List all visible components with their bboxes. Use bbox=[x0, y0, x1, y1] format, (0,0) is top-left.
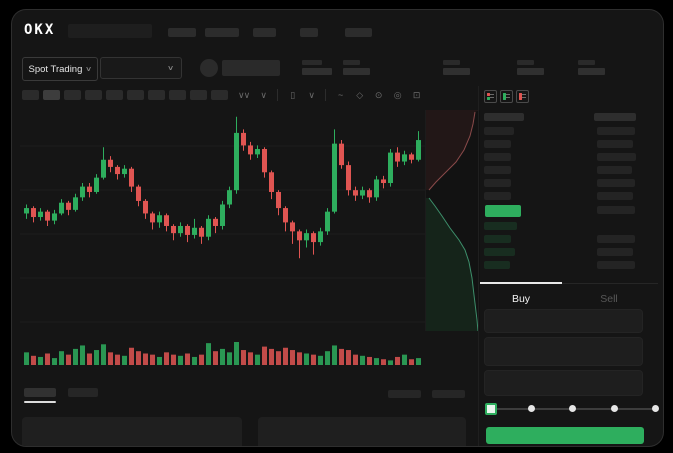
market-type-label: Spot Trading bbox=[28, 63, 83, 75]
tab-buy[interactable]: Buy bbox=[511, 293, 531, 305]
bid-amount-3[interactable] bbox=[597, 248, 633, 256]
bid-amount-4[interactable] bbox=[597, 261, 635, 269]
change-24h-stat bbox=[343, 60, 370, 75]
ask-amount-4[interactable] bbox=[597, 166, 632, 174]
bottom-tab-active[interactable] bbox=[24, 388, 56, 397]
ask-amount-3[interactable] bbox=[597, 153, 636, 161]
chart-settings-icon[interactable]: ◎ bbox=[393, 89, 402, 100]
divider bbox=[478, 86, 479, 446]
candlestick-svg bbox=[20, 116, 470, 365]
bottom-tab-underline bbox=[24, 401, 56, 403]
last-price-badge bbox=[485, 205, 521, 217]
chart-tools: ∨∨ ∨ ▯ ∨ ~ ◇ ⊙ ◎ ⊡ bbox=[238, 86, 421, 104]
low-24h-stat bbox=[517, 60, 544, 75]
indicators-icon[interactable]: ∨∨ bbox=[238, 89, 250, 100]
total-field[interactable] bbox=[484, 370, 643, 396]
book-bids-view-icon[interactable] bbox=[500, 90, 513, 103]
timeframe-chip-10[interactable] bbox=[211, 90, 228, 100]
drawing-tools-icon[interactable]: ◇ bbox=[356, 89, 363, 100]
last-price-stat bbox=[302, 60, 332, 75]
bid-price-4[interactable] bbox=[484, 261, 510, 269]
orderbook-amount-header bbox=[594, 113, 636, 121]
pair-name-placeholder bbox=[222, 60, 280, 76]
timeframe-chip-1[interactable] bbox=[22, 90, 39, 100]
high-24h-stat bbox=[443, 60, 470, 75]
candle-style-icon[interactable]: ▯ bbox=[290, 89, 295, 100]
chevron-down-icon: ∨ bbox=[85, 66, 93, 73]
nav-item-2[interactable] bbox=[205, 28, 239, 37]
ask-price-3[interactable] bbox=[484, 153, 511, 161]
ask-amount-2[interactable] bbox=[597, 140, 633, 148]
ask-price-4[interactable] bbox=[484, 166, 511, 174]
price-field[interactable] bbox=[484, 309, 643, 333]
ask-amount-6[interactable] bbox=[597, 192, 633, 200]
divider bbox=[325, 89, 327, 101]
pair-dropdown[interactable]: ∨ bbox=[100, 57, 182, 79]
ask-price-2[interactable] bbox=[484, 140, 511, 148]
timeframe-chip-3[interactable] bbox=[64, 90, 81, 100]
orderbook-price-header bbox=[484, 113, 524, 121]
line-tool-icon[interactable]: ~ bbox=[338, 90, 343, 100]
search-input[interactable] bbox=[68, 24, 152, 38]
ask-price-1[interactable] bbox=[484, 127, 514, 135]
book-asks-view-icon[interactable] bbox=[516, 90, 529, 103]
nav-item-5[interactable] bbox=[345, 28, 372, 37]
depth-profile bbox=[425, 110, 480, 332]
slider-stop-4[interactable] bbox=[652, 405, 659, 412]
book-both-view-icon[interactable] bbox=[484, 90, 497, 103]
screenshot-icon[interactable]: ⊙ bbox=[374, 89, 383, 100]
buy-tab-indicator bbox=[480, 282, 562, 284]
buy-submit-button[interactable] bbox=[486, 427, 644, 444]
bid-price-3[interactable] bbox=[484, 248, 515, 256]
coin-icon bbox=[200, 59, 218, 77]
orders-panel-left bbox=[22, 417, 242, 446]
okx-logo: OKX bbox=[24, 22, 56, 38]
divider bbox=[480, 283, 658, 284]
timeframe-chip-6[interactable] bbox=[127, 90, 144, 100]
depth-svg bbox=[426, 110, 480, 332]
fullscreen-icon[interactable]: ⊡ bbox=[412, 89, 421, 100]
nav-item-3[interactable] bbox=[253, 28, 276, 37]
volume-24h-stat bbox=[578, 60, 605, 75]
bid-amount-2[interactable] bbox=[597, 235, 635, 243]
timeframe-chip-2[interactable] bbox=[43, 90, 60, 100]
indicators-dropdown-icon[interactable]: ∨ bbox=[260, 89, 267, 100]
ask-amount-1[interactable] bbox=[597, 127, 635, 135]
amount-field[interactable] bbox=[484, 337, 643, 366]
tab-sell[interactable]: Sell bbox=[600, 293, 618, 305]
last-price-amount[interactable] bbox=[597, 206, 635, 214]
market-type-dropdown[interactable]: Spot Trading ∨ bbox=[22, 57, 98, 81]
ask-amount-5[interactable] bbox=[597, 179, 635, 187]
divider bbox=[277, 89, 279, 101]
nav-item-1[interactable] bbox=[168, 28, 196, 37]
nav-item-4[interactable] bbox=[300, 28, 318, 37]
ask-price-5[interactable] bbox=[484, 179, 511, 187]
bottom-link-1[interactable] bbox=[388, 390, 421, 398]
slider-handle[interactable] bbox=[485, 403, 497, 415]
bid-price-2[interactable] bbox=[484, 235, 511, 243]
bottom-link-2[interactable] bbox=[432, 390, 465, 398]
slider-stop-1[interactable] bbox=[527, 405, 535, 412]
slider-stop-3[interactable] bbox=[610, 405, 618, 412]
candlestick-chart[interactable] bbox=[20, 108, 472, 380]
timeframe-chip-5[interactable] bbox=[106, 90, 123, 100]
timeframe-chip-8[interactable] bbox=[169, 90, 186, 100]
timeframe-chip-9[interactable] bbox=[190, 90, 207, 100]
orders-panel-right bbox=[258, 417, 466, 446]
bottom-tab-2[interactable] bbox=[68, 388, 98, 397]
slider-stop-2[interactable] bbox=[569, 405, 576, 412]
candle-style-dropdown-icon[interactable]: ∨ bbox=[308, 89, 315, 100]
ask-price-6[interactable] bbox=[484, 192, 511, 200]
timeframe-chip-4[interactable] bbox=[85, 90, 102, 100]
chevron-down-icon: ∨ bbox=[166, 65, 175, 72]
bid-price-1[interactable] bbox=[484, 222, 517, 230]
device-screen: OKX Spot Trading ∨ ∨ ∨∨ ∨ ▯ ∨ ~ ◇ ⊙ ◎ bbox=[12, 10, 663, 446]
timeframe-chip-7[interactable] bbox=[148, 90, 165, 100]
